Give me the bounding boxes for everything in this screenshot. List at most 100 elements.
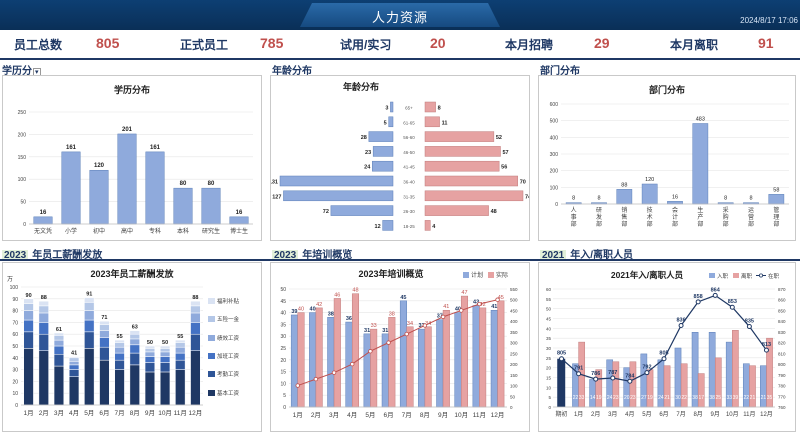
- turnover-year[interactable]: 2021: [540, 250, 567, 261]
- data-label: 8: [438, 106, 441, 112]
- stack-segment: [114, 342, 125, 348]
- data-label: 80: [180, 181, 187, 187]
- data-label: 52: [496, 135, 502, 141]
- y2-tick-label: 820: [778, 341, 786, 346]
- stack-segment: [99, 359, 110, 406]
- data-label-headcount: 853: [728, 299, 737, 305]
- x-tick-label: 售: [621, 213, 627, 221]
- data-label: 23: [365, 150, 371, 156]
- y-tick-label: 20: [280, 358, 286, 364]
- data-label-hire: 22: [573, 395, 579, 401]
- x-tick-label: 产: [697, 213, 703, 221]
- stack-segment: [114, 352, 125, 361]
- stack-segment: [99, 324, 110, 331]
- dropdown-arrow-icon[interactable]: ▾: [33, 68, 41, 77]
- y-tick-label: 5: [283, 393, 286, 399]
- stack-segment: [38, 350, 49, 406]
- y-tick-label: 60: [546, 287, 552, 292]
- x-tick-label: 技: [647, 206, 653, 214]
- cumulative-point: [459, 308, 464, 313]
- kpi-label-total: 员工总数: [14, 38, 63, 52]
- x-tick-label: 管: [773, 206, 779, 214]
- kpi-label-recruit: 本月招聘: [505, 38, 554, 52]
- data-label-plan: 45: [400, 295, 406, 301]
- cumulative-line: [297, 299, 498, 387]
- data-label-plan: 40: [455, 307, 461, 313]
- edu-section-label: 学历分 ▾: [2, 62, 41, 77]
- training-section-label: 2023 年培训概览: [272, 246, 352, 261]
- x-tick-label: 运: [748, 206, 754, 214]
- x-tick-label: 人: [571, 207, 577, 214]
- data-label: 11: [442, 120, 448, 126]
- y-tick-label: 10: [280, 381, 286, 387]
- bar: [201, 187, 221, 225]
- y2-tick-label: 400: [510, 319, 518, 324]
- x-tick-label: 7月: [115, 409, 125, 417]
- y-tick-label: 200: [550, 169, 559, 175]
- legend-label: 加班工资: [217, 352, 240, 360]
- x-tick-label: 10月: [158, 409, 172, 417]
- x-tick-label: 7月: [402, 411, 412, 419]
- cumulative-point: [386, 340, 391, 345]
- age-chart: 年龄分布 3 8 65+ 5 11 61-65 28 52 56-60 23 57 46-50 24 56 4…: [271, 81, 529, 231]
- legend-label: 绩效工资: [217, 334, 240, 342]
- stack-segment: [159, 362, 171, 373]
- x-tick-label: 9月: [711, 411, 720, 418]
- stack-segment: [190, 305, 201, 314]
- data-label: 3: [385, 106, 388, 112]
- data-label-headcount: 787: [608, 370, 617, 376]
- data-label-headcount: 864: [711, 287, 721, 293]
- stack-segment: [175, 339, 186, 343]
- legend-label: 离职: [741, 272, 753, 280]
- data-label-actual: 42: [480, 302, 486, 308]
- data-label-leave: 39: [733, 395, 739, 401]
- bar-leave: [697, 373, 705, 408]
- bar-leave: [646, 369, 654, 408]
- stack-segment: [114, 359, 125, 370]
- y2-tick-label: 850: [778, 308, 786, 313]
- stack-segment: [159, 351, 171, 357]
- data-label-hire: 38: [709, 395, 715, 401]
- training-year[interactable]: 2023: [272, 250, 299, 261]
- age-section-label: 年龄分布: [272, 66, 312, 77]
- legend-label: 考勤工资: [217, 370, 240, 378]
- y-tick-label: 5: [548, 395, 551, 400]
- y-tick-label: 600: [550, 102, 559, 108]
- x-tick-label: 研究生: [202, 227, 220, 235]
- stack-segment: [23, 331, 34, 349]
- bar-left: [283, 190, 394, 202]
- data-label: 4: [432, 224, 436, 230]
- data-label-hire: 33: [726, 395, 732, 401]
- bar-actual: [388, 317, 396, 408]
- y-tick-label: 40: [12, 356, 18, 362]
- bar-plan: [490, 309, 498, 408]
- edu-dropdown[interactable]: 学历分: [2, 66, 32, 77]
- legend-swatch: [709, 273, 715, 278]
- x-tick-label: 3月: [54, 409, 64, 417]
- kpi-value-leave: 91: [758, 35, 774, 51]
- bar-plan: [309, 312, 317, 408]
- data-label-leave: 21: [664, 395, 670, 401]
- data-label: 74: [525, 194, 529, 200]
- data-label-plan: 43: [473, 300, 479, 306]
- y-tick-label: 80: [12, 309, 18, 315]
- x-tick-label: 发: [596, 213, 602, 221]
- x-tick-label: 10月: [454, 411, 468, 419]
- bar: [145, 151, 165, 225]
- x-tick-label: 部: [748, 220, 754, 228]
- data-label-headcount: 813: [762, 342, 771, 348]
- y2-tick-label: 150: [510, 373, 518, 378]
- data-label: 90: [26, 293, 32, 299]
- bar: [61, 151, 81, 225]
- data-label: 57: [502, 150, 508, 156]
- salary-chart-panel: 2023年员工薪酬发放万 0 10 20 30 40 50 60 70 80 90 100 90 1月 88…: [2, 262, 262, 432]
- bar-plan: [454, 312, 462, 408]
- salary-year[interactable]: 2023: [2, 250, 29, 261]
- bar: [173, 187, 193, 225]
- cumulative-point: [295, 383, 300, 388]
- stack-segment: [68, 361, 80, 366]
- x-tick-label: 2月: [39, 409, 49, 417]
- headcount-point: [576, 371, 582, 377]
- stack-segment: [159, 348, 171, 353]
- bar-opening: [557, 358, 566, 407]
